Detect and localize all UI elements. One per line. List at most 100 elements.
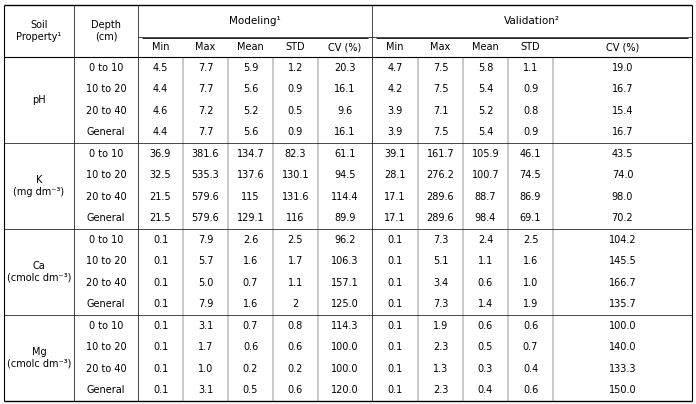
Text: 0.6: 0.6 [523, 385, 538, 395]
Text: 2: 2 [292, 299, 299, 309]
Text: 5.1: 5.1 [433, 256, 448, 266]
Text: 140.0: 140.0 [609, 342, 636, 352]
Text: 5.4: 5.4 [478, 127, 493, 137]
Text: 39.1: 39.1 [384, 149, 406, 159]
Text: 1.0: 1.0 [198, 364, 213, 374]
Text: 0.7: 0.7 [243, 321, 258, 331]
Text: Max: Max [196, 42, 216, 52]
Text: 289.6: 289.6 [427, 213, 454, 223]
Text: 0.2: 0.2 [243, 364, 258, 374]
Text: 0.1: 0.1 [153, 299, 168, 309]
Text: 115: 115 [242, 192, 260, 202]
Text: Depth
(cm): Depth (cm) [91, 20, 121, 42]
Text: 289.6: 289.6 [427, 192, 454, 202]
Text: 100.0: 100.0 [609, 321, 636, 331]
Text: 1.7: 1.7 [198, 342, 213, 352]
Text: 36.9: 36.9 [150, 149, 171, 159]
Text: 106.3: 106.3 [331, 256, 358, 266]
Text: 3.1: 3.1 [198, 385, 213, 395]
Text: Max: Max [430, 42, 450, 52]
Text: 70.2: 70.2 [612, 213, 633, 223]
Text: 100.0: 100.0 [331, 364, 358, 374]
Text: 16.1: 16.1 [334, 84, 356, 94]
Text: 5.8: 5.8 [478, 63, 493, 73]
Text: 94.5: 94.5 [334, 170, 356, 180]
Text: 0 to 10: 0 to 10 [89, 321, 123, 331]
Text: pH: pH [32, 95, 46, 105]
Text: 0.5: 0.5 [288, 106, 303, 116]
Text: 21.5: 21.5 [150, 213, 171, 223]
Text: 157.1: 157.1 [331, 278, 359, 288]
Text: 17.1: 17.1 [384, 213, 406, 223]
Text: 0.4: 0.4 [478, 385, 493, 395]
Text: 0.1: 0.1 [388, 364, 402, 374]
Text: 4.4: 4.4 [153, 127, 168, 137]
Text: 0.1: 0.1 [153, 342, 168, 352]
Text: 3.9: 3.9 [388, 106, 402, 116]
Text: General: General [87, 385, 125, 395]
Text: 10 to 20: 10 to 20 [86, 342, 126, 352]
Text: 535.3: 535.3 [191, 170, 219, 180]
Text: 61.1: 61.1 [334, 149, 356, 159]
Text: 7.9: 7.9 [198, 235, 213, 245]
Text: 0.5: 0.5 [243, 385, 258, 395]
Text: 32.5: 32.5 [150, 170, 171, 180]
Text: 0.9: 0.9 [523, 84, 538, 94]
Text: 131.6: 131.6 [282, 192, 309, 202]
Text: 145.5: 145.5 [608, 256, 636, 266]
Text: 105.9: 105.9 [472, 149, 499, 159]
Text: 0.1: 0.1 [388, 385, 402, 395]
Text: 129.1: 129.1 [237, 213, 264, 223]
Text: 0.8: 0.8 [288, 321, 303, 331]
Text: 116: 116 [286, 213, 305, 223]
Text: 3.1: 3.1 [198, 321, 213, 331]
Text: 82.3: 82.3 [285, 149, 306, 159]
Text: 0.6: 0.6 [288, 342, 303, 352]
Text: 0.6: 0.6 [478, 321, 493, 331]
Text: K
(mg dm⁻³): K (mg dm⁻³) [13, 175, 65, 197]
Text: 0.9: 0.9 [288, 127, 303, 137]
Text: 2.3: 2.3 [433, 342, 448, 352]
Text: 100.0: 100.0 [331, 342, 358, 352]
Text: 0 to 10: 0 to 10 [89, 63, 123, 73]
Text: 3.9: 3.9 [388, 127, 402, 137]
Text: Mean: Mean [237, 42, 264, 52]
Text: Mean: Mean [472, 42, 499, 52]
Text: 3.4: 3.4 [433, 278, 448, 288]
Text: 0.7: 0.7 [243, 278, 258, 288]
Text: 134.7: 134.7 [237, 149, 264, 159]
Text: 4.7: 4.7 [387, 63, 403, 73]
Text: 0.3: 0.3 [478, 364, 493, 374]
Text: 7.7: 7.7 [198, 63, 213, 73]
Text: 10 to 20: 10 to 20 [86, 170, 126, 180]
Text: 4.2: 4.2 [387, 84, 403, 94]
Text: 7.1: 7.1 [433, 106, 448, 116]
Text: 0.6: 0.6 [288, 385, 303, 395]
Text: 20 to 40: 20 to 40 [86, 192, 126, 202]
Text: 1.2: 1.2 [288, 63, 303, 73]
Text: 579.6: 579.6 [191, 213, 219, 223]
Text: 0.1: 0.1 [153, 321, 168, 331]
Text: 0.1: 0.1 [388, 321, 402, 331]
Text: 96.2: 96.2 [334, 235, 356, 245]
Text: 7.5: 7.5 [433, 63, 448, 73]
Text: Modeling¹: Modeling¹ [229, 16, 281, 26]
Text: 88.7: 88.7 [475, 192, 496, 202]
Text: 5.6: 5.6 [243, 127, 258, 137]
Text: 166.7: 166.7 [609, 278, 636, 288]
Text: 104.2: 104.2 [609, 235, 636, 245]
Text: 17.1: 17.1 [384, 192, 406, 202]
Text: 276.2: 276.2 [427, 170, 454, 180]
Text: 5.2: 5.2 [243, 106, 258, 116]
Text: CV (%): CV (%) [606, 42, 639, 52]
Text: 100.7: 100.7 [472, 170, 499, 180]
Text: 5.9: 5.9 [243, 63, 258, 73]
Text: 20 to 40: 20 to 40 [86, 106, 126, 116]
Text: 28.1: 28.1 [384, 170, 406, 180]
Text: 5.4: 5.4 [478, 84, 493, 94]
Text: 0 to 10: 0 to 10 [89, 235, 123, 245]
Text: 16.7: 16.7 [612, 84, 633, 94]
Text: 16.1: 16.1 [334, 127, 356, 137]
Text: 5.6: 5.6 [243, 84, 258, 94]
Text: 579.6: 579.6 [191, 192, 219, 202]
